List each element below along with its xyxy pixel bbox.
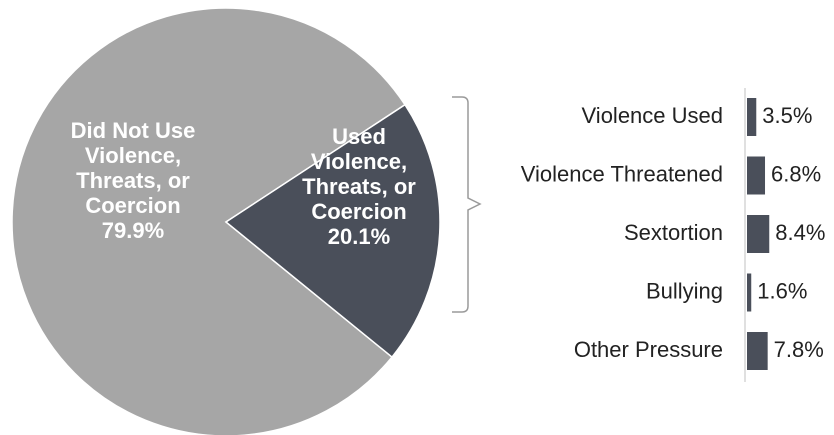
- bar-value-label: 6.8%: [771, 161, 821, 186]
- pie-slice-label: Coercion: [85, 193, 180, 218]
- bar-value-label: 8.4%: [775, 220, 825, 245]
- pie-slice-label: Violence,: [311, 149, 407, 174]
- bar-category-label: Bullying: [646, 278, 723, 303]
- pie-slice: [11, 7, 407, 435]
- bar-value-label: 3.5%: [762, 103, 812, 128]
- pie-slice-label: Threats, or: [302, 174, 416, 199]
- bar: [747, 98, 757, 136]
- bar-value-label: 7.8%: [774, 337, 824, 362]
- pie-slice-value-label: 20.1%: [328, 224, 390, 249]
- pie-slice-label: Coercion: [311, 199, 406, 224]
- pie-slice-label: Threats, or: [76, 168, 190, 193]
- bracket-connector: [452, 96, 482, 313]
- bar: [747, 332, 768, 370]
- pie-slice-label: Used: [332, 124, 386, 149]
- bar-chart: Violence Used 3.5% Violence Threatened 6.8%…: [521, 98, 825, 370]
- pie-slice-label: Violence,: [85, 143, 181, 168]
- bar-category-label: Other Pressure: [574, 337, 723, 362]
- bar: [747, 156, 766, 195]
- bar-category-label: Violence Threatened: [521, 161, 723, 186]
- pie-slice-value-label: 79.9%: [102, 218, 164, 243]
- bar-value-label: 1.6%: [757, 278, 807, 303]
- pie-slice-label: Did Not Use: [71, 118, 196, 143]
- bar-category-label: Sextortion: [624, 220, 723, 245]
- bar: [747, 273, 752, 312]
- pie-slice: [224, 103, 441, 359]
- bar: [747, 215, 770, 253]
- bar-category-label: Violence Used: [582, 103, 723, 128]
